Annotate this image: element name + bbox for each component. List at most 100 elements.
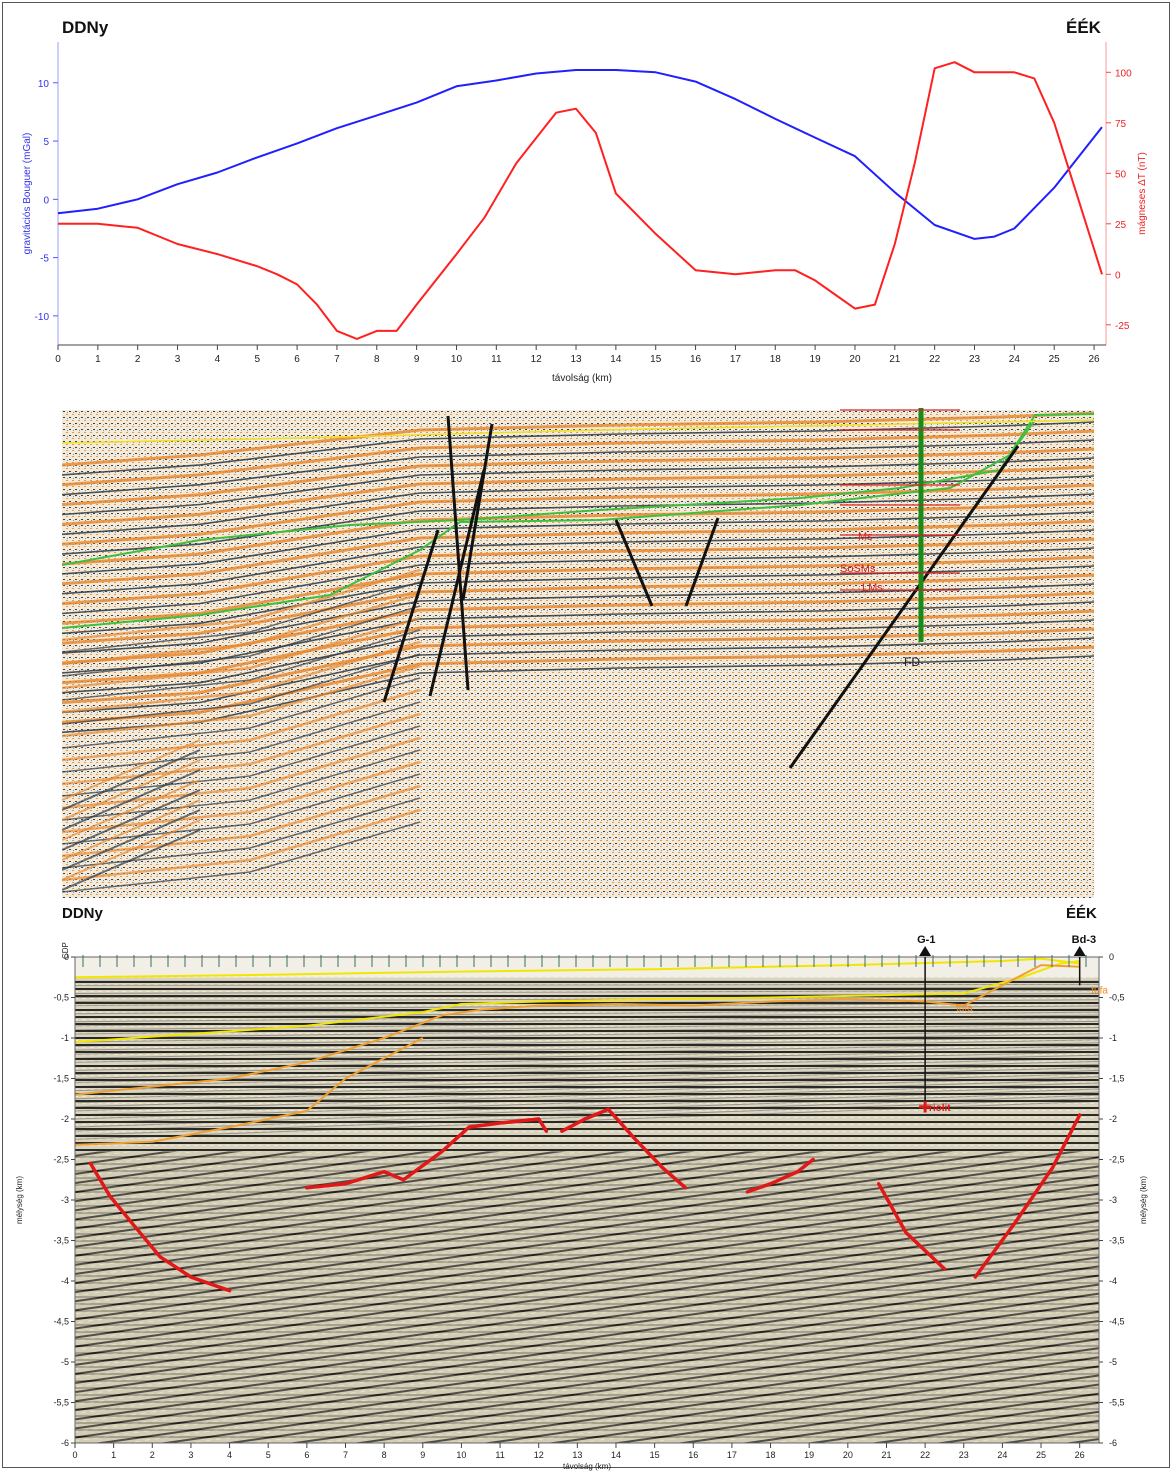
top-right-direction-label: ÉÉK — [1066, 18, 1101, 37]
reflector-line — [75, 1085, 1099, 1120]
reflector-line — [75, 1073, 1099, 1104]
yellow-horizon — [61, 419, 1095, 444]
bottom-right-direction-label: ÉÉK — [1066, 905, 1097, 922]
y-tick-label-right: -6 — [1109, 1438, 1117, 1448]
x-tick-label: 7 — [334, 354, 340, 365]
section-texture-deep — [75, 1151, 1099, 1443]
reflector-line — [75, 1014, 1099, 1027]
annotation-label: tufa — [1091, 985, 1108, 996]
magnetic-series-line — [58, 61, 1103, 340]
x-tick-label: 0 — [55, 354, 61, 365]
reflector-line — [62, 736, 421, 810]
reflector-line — [75, 1079, 1099, 1112]
y-tick-label-right: -5 — [1109, 1357, 1117, 1367]
reflector-line — [75, 1039, 1099, 1059]
reflector-line — [62, 819, 201, 881]
fault-line — [684, 517, 720, 607]
reflector-line — [62, 591, 1094, 665]
reflector-line — [75, 996, 1099, 1003]
y-tick-label: -1,5 — [53, 1074, 69, 1084]
y-tick-label-right: -4,5 — [1109, 1317, 1125, 1327]
y-axis-label: mélység (km) — [15, 1176, 24, 1224]
x-tick-label: 16 — [688, 1450, 698, 1460]
x-tick-label: 11 — [491, 354, 502, 365]
y2-tick-label: -25 — [1115, 321, 1130, 332]
reflector-line — [75, 1002, 1099, 1011]
seismic-time-section: Ms SoSMs LMs FD — [61, 408, 1095, 898]
fault-line — [614, 519, 654, 607]
basement-line — [305, 1117, 549, 1190]
x-tick-label: 23 — [959, 1450, 969, 1460]
reflector-line — [62, 637, 1094, 714]
fault-line — [382, 529, 440, 703]
reflector-line — [62, 821, 421, 893]
x-tick-label: 10 — [456, 1450, 466, 1460]
reflector-line — [75, 1091, 1099, 1128]
x-tick-label: 25 — [1049, 354, 1061, 365]
y-tick-label: -2 — [61, 1114, 69, 1124]
y-tick-label-right: -1 — [1109, 1033, 1117, 1043]
y-tick-label: -6 — [61, 1438, 69, 1448]
reflector-line — [62, 760, 421, 834]
x-tick-label: 20 — [843, 1450, 853, 1460]
well-label: G-1 — [917, 934, 935, 946]
reflector-line — [75, 1088, 1099, 1124]
y-tick-label-right: -2 — [1109, 1114, 1117, 1124]
reflector-line — [75, 1045, 1099, 1067]
basement-line — [876, 1182, 947, 1271]
reflector-line — [62, 573, 1094, 645]
horizon-line — [75, 1037, 424, 1146]
reflector-line — [62, 457, 1094, 516]
reflector-line — [62, 601, 1094, 674]
reflector-line — [62, 547, 1094, 615]
reflector-line — [75, 1017, 1099, 1031]
y-tick-label: -1 — [61, 1033, 69, 1043]
x-tick-label: 5 — [254, 354, 260, 365]
fault-line — [428, 469, 486, 697]
reflector-line — [62, 581, 421, 653]
x-tick-label: 19 — [810, 354, 822, 365]
reflector-line — [75, 1036, 1099, 1055]
reflector-line — [62, 779, 201, 841]
basement-line — [745, 1157, 815, 1194]
horizon-line — [75, 964, 1080, 1096]
x-tick-label: 2 — [135, 354, 141, 365]
y2-tick-label: 75 — [1115, 119, 1127, 130]
y-tick-label: -3 — [61, 1195, 69, 1205]
reflector-line — [62, 759, 201, 821]
reflector-line — [62, 769, 201, 831]
potential-field-chart: 0 1 2 3 4 5 6 7 8 9 10 11 12 13 14 15 16 17 18 19 20 21 22 23 24… — [22, 42, 1148, 384]
reflector-line — [62, 797, 421, 869]
reflector-line — [75, 999, 1099, 1007]
riolit-marker — [919, 1101, 932, 1113]
depth-section-image — [75, 957, 1099, 1443]
x-tick-label: 10 — [451, 354, 463, 365]
reflector-line — [62, 555, 1094, 625]
well-label: Bd-3 — [1072, 934, 1096, 946]
y-tick-label: -0,5 — [53, 993, 69, 1003]
x-tick-label: 16 — [690, 354, 702, 365]
x-tick-label: 23 — [969, 354, 981, 365]
annotation-fd: FD — [904, 655, 920, 669]
reflector-line — [62, 605, 421, 677]
y-tick-label: -3,5 — [53, 1236, 69, 1246]
reflector-line — [62, 809, 201, 871]
annotation-lms: LMs — [862, 582, 883, 594]
x-tick-label: 1 — [95, 354, 101, 365]
y-tick-label: -4,5 — [53, 1317, 69, 1327]
x-tick-label: 17 — [727, 1450, 737, 1460]
x-tick-label: 13 — [570, 354, 582, 365]
reflector-line — [62, 493, 1094, 555]
gravity-series-line — [57, 69, 1103, 240]
x-tick-label: 3 — [188, 1450, 193, 1460]
annotation-sosms: SoSMs — [840, 563, 876, 575]
bottom-left-direction-label: DDNy — [62, 905, 103, 922]
y-tick-label-right: -3 — [1109, 1195, 1117, 1205]
reflector-line — [75, 1076, 1099, 1108]
reflector-line — [62, 749, 201, 811]
x-tick-label: 9 — [414, 354, 420, 365]
reflector-line — [62, 501, 1094, 566]
reflector-line — [62, 701, 421, 773]
x-tick-label: 8 — [382, 1450, 387, 1460]
x-tick-label: 7 — [343, 1450, 348, 1460]
